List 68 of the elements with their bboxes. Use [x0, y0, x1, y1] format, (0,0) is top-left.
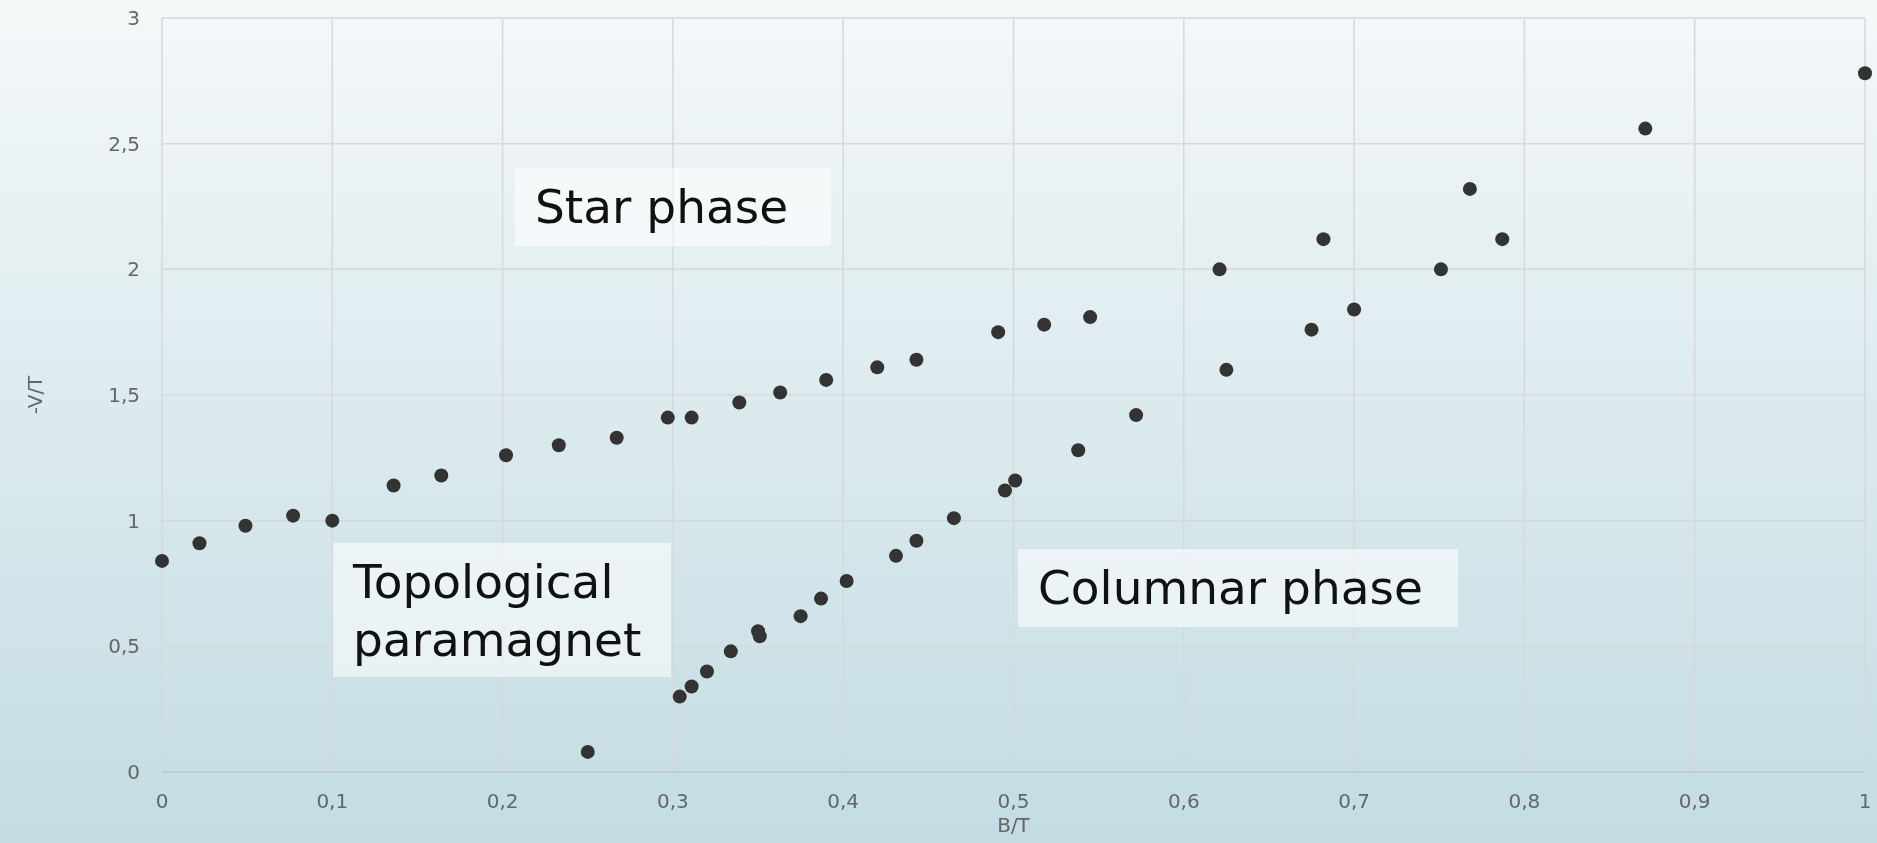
y-tick-label: 1 [127, 508, 140, 533]
point [1212, 262, 1227, 277]
point [672, 689, 687, 704]
point [732, 395, 747, 410]
y-tick-label: 0 [127, 760, 140, 784]
point [773, 385, 788, 400]
point [1495, 232, 1510, 247]
x-tick-label: 0 [155, 789, 169, 813]
point [1347, 302, 1362, 317]
point [1037, 317, 1052, 332]
point [1129, 408, 1144, 423]
point [325, 513, 340, 528]
point [723, 644, 738, 659]
point [1462, 181, 1477, 196]
y-tick-label: 0,5 [108, 634, 140, 659]
y-tick-label: 3 [127, 6, 140, 30]
point [888, 548, 903, 563]
point [286, 508, 301, 523]
point [997, 483, 1012, 498]
y-tick-label: 2,5 [108, 131, 140, 156]
point [991, 325, 1006, 340]
point [434, 468, 449, 483]
point [155, 553, 169, 568]
point [870, 360, 885, 375]
y-tick-label: 2 [127, 257, 140, 282]
annotation: Topological paramagnet [352, 554, 642, 667]
x-tick-label: 0,2 [486, 789, 519, 813]
point [684, 679, 699, 694]
x-tick-label: 0,9 [1678, 789, 1711, 813]
point [609, 430, 624, 445]
point [946, 511, 961, 526]
point [909, 533, 924, 548]
point [1083, 310, 1098, 325]
point [1071, 443, 1086, 458]
x-tick-label: 0,4 [827, 789, 860, 813]
point [814, 591, 829, 606]
point [839, 573, 854, 588]
x-tick-label: 1 [1858, 789, 1872, 813]
point [192, 536, 207, 551]
x-tick-label: 0,5 [997, 789, 1030, 813]
x-tick-label: 0,6 [1167, 789, 1200, 813]
point [1219, 362, 1234, 377]
point [699, 664, 714, 679]
point [684, 410, 699, 425]
y-axis-title: -V/T [23, 374, 47, 415]
point [793, 609, 808, 624]
annotation: Star phase [535, 179, 789, 234]
y-tick-label: 1,5 [108, 383, 140, 407]
point [551, 438, 566, 453]
point [909, 352, 924, 367]
point [1008, 473, 1023, 488]
point [1638, 121, 1653, 136]
x-tick-label: 0,3 [656, 789, 689, 813]
x-axis-title: B/T [997, 813, 1031, 837]
point [238, 518, 253, 533]
x-tick-label: 0,8 [1508, 789, 1541, 813]
x-tick-label: 0,7 [1338, 789, 1371, 813]
point [1304, 322, 1319, 337]
annotation: Columnar phase [1038, 560, 1423, 615]
point [1858, 66, 1872, 81]
point [819, 372, 834, 387]
point [499, 448, 514, 463]
point [386, 478, 401, 493]
point [1433, 262, 1448, 277]
point [660, 410, 675, 425]
point [1316, 232, 1331, 247]
x-tick-label: 0,1 [316, 789, 349, 813]
point [580, 744, 595, 759]
